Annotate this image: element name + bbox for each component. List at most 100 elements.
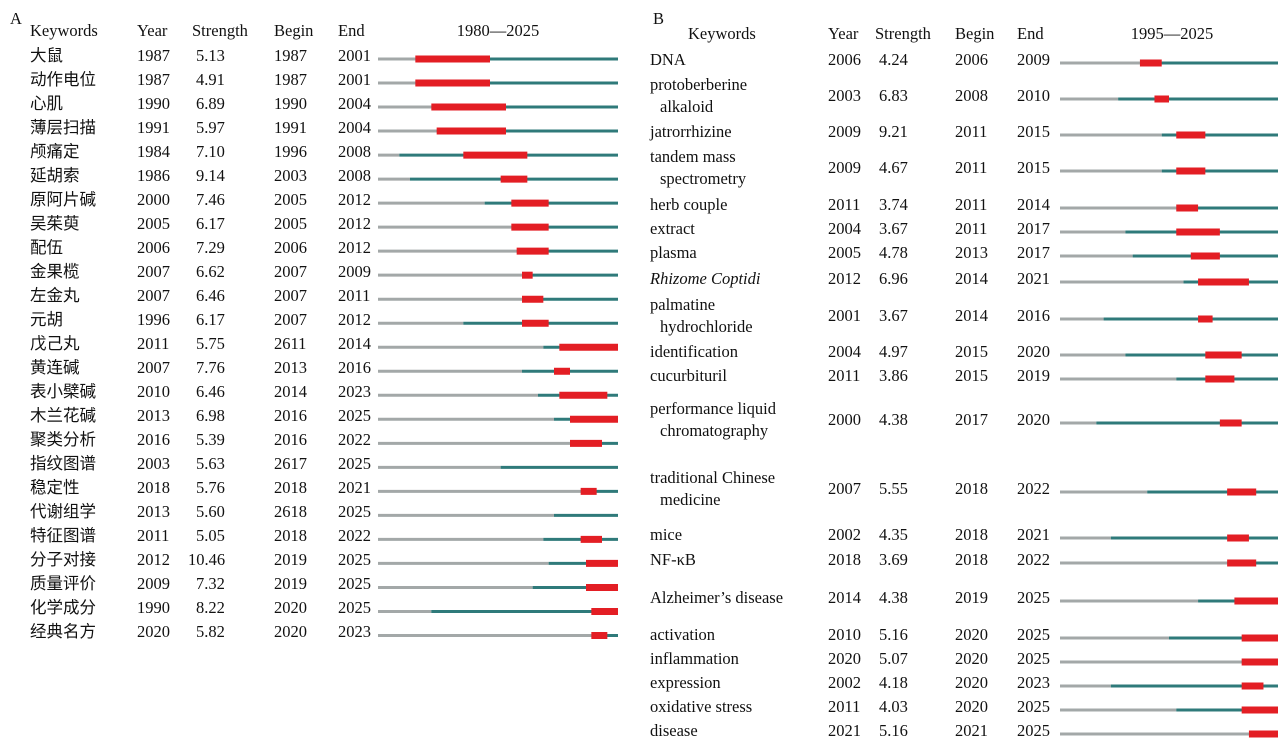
year: 2007	[137, 358, 170, 378]
keyword: oxidative stress	[650, 697, 753, 716]
end: 2025	[1017, 721, 1050, 740]
panel-label: A	[10, 9, 22, 28]
strength: 6.17	[196, 214, 225, 234]
end: 2016	[1017, 306, 1050, 325]
begin: 2617	[274, 454, 307, 474]
end: 2009	[338, 262, 371, 282]
begin: 2020	[955, 673, 988, 692]
year: 2011	[828, 366, 861, 385]
end: 2025	[1017, 625, 1050, 644]
keyword: palmatine hydrochloride	[650, 295, 753, 336]
keyword: 木兰花碱	[30, 406, 96, 426]
column-header: Year	[137, 21, 168, 40]
strength: 5.76	[196, 478, 225, 498]
begin: 2015	[955, 366, 988, 385]
keyword: 心肌	[30, 94, 63, 114]
year: 2011	[828, 697, 861, 716]
begin: 2015	[955, 342, 988, 361]
strength: 7.10	[196, 142, 225, 162]
keyword: identification	[650, 342, 738, 361]
keyword: performance liquid chromatography	[650, 399, 776, 440]
end: 2023	[338, 622, 371, 642]
strength: 5.60	[196, 502, 225, 522]
begin: 1987	[274, 46, 307, 65]
strength: 7.32	[196, 574, 225, 594]
keyword: 薄层扫描	[30, 118, 96, 138]
keyword: 代谢组学	[30, 502, 96, 522]
end: 2022	[338, 526, 371, 546]
begin: 2006	[955, 50, 988, 69]
column-header: Keywords	[30, 21, 98, 40]
keyword: 原阿片碱	[30, 190, 96, 210]
begin: 2011	[955, 219, 988, 238]
strength: 5.39	[196, 430, 225, 450]
keyword: activation	[650, 625, 716, 644]
end: 2021	[1017, 525, 1050, 544]
year: 2012	[828, 269, 861, 288]
column-header: Year	[828, 24, 859, 43]
keyword: 特征图谱	[30, 526, 96, 546]
strength: 4.97	[879, 342, 908, 361]
end: 2021	[1017, 269, 1050, 288]
strength: 5.07	[879, 649, 908, 668]
begin: 2014	[955, 306, 988, 325]
begin: 2016	[274, 430, 307, 450]
end: 2009	[1017, 50, 1050, 69]
end: 2019	[1017, 366, 1050, 385]
begin: 2008	[955, 86, 988, 105]
keyword: 指纹图谱	[30, 454, 96, 474]
strength: 6.83	[879, 86, 908, 105]
keyword: 延胡索	[30, 166, 80, 186]
column-header: Strength	[192, 21, 248, 40]
begin: 2018	[955, 479, 988, 498]
year: 2004	[828, 342, 861, 361]
end: 2023	[1017, 673, 1050, 692]
year: 2020	[828, 649, 861, 668]
end: 2025	[338, 406, 371, 426]
year: 2004	[828, 219, 861, 238]
end: 2010	[1017, 86, 1050, 105]
strength: 4.38	[879, 410, 908, 429]
keyword: mice	[650, 525, 683, 544]
year: 2021	[828, 721, 861, 740]
keyword: 动作电位	[30, 70, 96, 90]
year: 2018	[828, 550, 861, 569]
keyword: 左金丸	[30, 286, 80, 306]
begin: 2020	[274, 622, 307, 642]
column-header: Begin	[955, 24, 995, 43]
keyword: 经典名方	[30, 622, 96, 642]
column-header: Strength	[875, 24, 931, 43]
keyword: 分子对接	[30, 550, 96, 570]
begin: 2019	[955, 588, 988, 607]
keyword: 戊己丸	[30, 334, 80, 354]
begin: 2014	[955, 269, 988, 288]
end: 2001	[338, 70, 371, 90]
strength: 3.67	[879, 306, 908, 325]
year: 2007	[137, 286, 170, 306]
begin: 2014	[274, 382, 307, 402]
begin: 2011	[955, 158, 988, 177]
year: 2011	[137, 334, 170, 354]
end: 2017	[1017, 219, 1050, 238]
strength: 5.55	[879, 479, 908, 498]
end: 2015	[1017, 158, 1050, 177]
end: 2025	[338, 598, 371, 618]
keyword: 稳定性	[30, 478, 80, 498]
year: 2010	[828, 625, 861, 644]
year: 2007	[828, 479, 861, 498]
strength: 4.35	[879, 525, 908, 544]
strength: 6.17	[196, 310, 225, 330]
keyword: 吴茱萸	[30, 214, 80, 234]
keyword: disease	[650, 721, 698, 740]
year: 2016	[137, 430, 170, 450]
keyword: 金果榄	[30, 262, 80, 282]
end: 2012	[338, 238, 371, 258]
year: 2001	[828, 306, 861, 325]
year: 2005	[137, 214, 170, 234]
year: 1990	[137, 94, 170, 114]
year: 1984	[137, 142, 170, 162]
strength: 6.96	[879, 269, 908, 288]
strength: 4.91	[196, 70, 225, 90]
keyword: 颅痛定	[30, 142, 80, 162]
